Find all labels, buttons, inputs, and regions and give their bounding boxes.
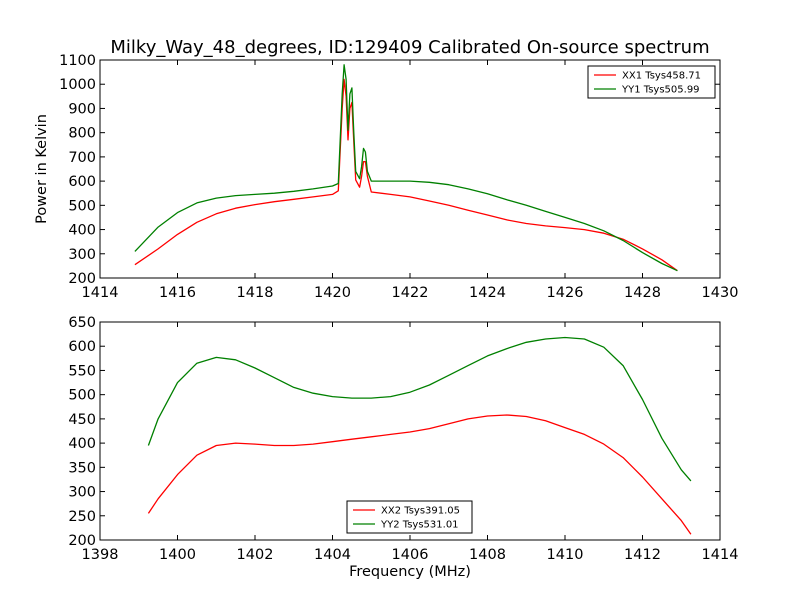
- x-tick-label: 1402: [237, 547, 274, 563]
- y-tick-label: 200: [68, 533, 96, 549]
- y-tick-label: 900: [68, 101, 96, 117]
- y-tick-label: 1100: [59, 53, 96, 69]
- y-tick-label: 600: [68, 339, 96, 355]
- y-tick-label: 650: [68, 315, 96, 331]
- legend-box: [587, 65, 716, 99]
- y-tick-label: 350: [68, 460, 96, 476]
- top-spectrum-plot: 1414 1416 1418 1420 1422 1424 1426 1428 1430 200 3…: [34, 53, 738, 301]
- x-tick-label: 1404: [314, 547, 351, 563]
- x-tick-label: 1414: [82, 285, 119, 301]
- y-tick-label: 800: [68, 126, 96, 142]
- y-tick-label: 400: [68, 223, 96, 239]
- legend: XX2 Tsys391.05 YY2 Tsys531.01: [346, 500, 473, 534]
- x-tick-label: 1426: [547, 285, 584, 301]
- y-tick-label: 550: [68, 363, 96, 379]
- x-tick-label: 1410: [547, 547, 584, 563]
- legend-box: [346, 500, 473, 534]
- legend-entry: YY1 Tsys505.99: [621, 85, 700, 96]
- x-tick-label: 1424: [469, 285, 506, 301]
- legend-entry: YY2 Tsys531.01: [380, 520, 459, 531]
- x-tick-label: 1418: [237, 285, 274, 301]
- series-line-yy2: [147, 336, 692, 482]
- x-tick-label: 1420: [314, 285, 351, 301]
- y-axis-label: Power in Kelvin: [34, 114, 50, 224]
- y-tick-label: 500: [68, 388, 96, 404]
- legend-entry: XX1 Tsys458.71: [622, 71, 701, 82]
- y-tick-label: 300: [68, 247, 96, 263]
- series-line-xx2: [147, 414, 692, 535]
- x-tick-label: 1398: [82, 547, 119, 563]
- x-tick-label: 1416: [159, 285, 196, 301]
- x-tick-label: 1406: [392, 547, 429, 563]
- x-tick-label: 1408: [469, 547, 506, 563]
- figure-title: Milky_Way_48_degrees, ID:129409 Calibrat…: [110, 37, 709, 58]
- x-tick-label: 1400: [159, 547, 196, 563]
- x-tick-label: 1428: [624, 285, 661, 301]
- x-tick-label: 1412: [624, 547, 661, 563]
- x-tick-label: 1422: [392, 285, 429, 301]
- series-line-xx1: [134, 78, 678, 272]
- y-tick-label: 250: [68, 509, 96, 525]
- x-tick-label: 1414: [702, 547, 739, 563]
- y-tick-label: 450: [68, 412, 96, 428]
- bottom-spectrum-plot: 1398 1400 1402 1404 1406 1408 1410 1412 1414 200 2…: [68, 315, 738, 580]
- y-tick-label: 400: [68, 436, 96, 452]
- y-tick-label: 500: [68, 198, 96, 214]
- legend: XX1 Tsys458.71 YY1 Tsys505.99: [587, 65, 716, 99]
- y-tick-label: 700: [68, 150, 96, 166]
- x-tick-label: 1430: [702, 285, 739, 301]
- series-line-yy1: [134, 64, 678, 272]
- legend-entry: XX2 Tsys391.05: [381, 506, 460, 517]
- y-tick-label: 600: [68, 174, 96, 190]
- y-tick-label: 1000: [59, 77, 96, 93]
- y-tick-label: 300: [68, 485, 96, 501]
- y-tick-label: 200: [68, 271, 96, 287]
- x-axis-label: Frequency (MHz): [349, 564, 471, 580]
